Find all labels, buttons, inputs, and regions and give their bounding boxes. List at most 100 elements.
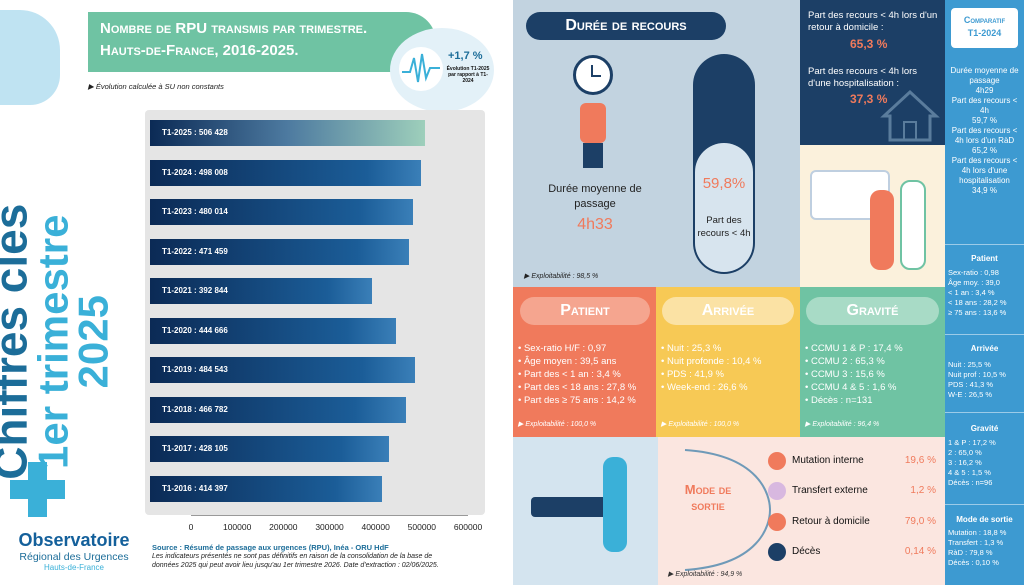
patient-figure-icon xyxy=(870,190,894,270)
evolution-value: +1,7 % xyxy=(448,50,483,62)
chart-banner: Nombre de RPU transmis par trimestre. Ha… xyxy=(88,12,436,72)
head-silhouette-icon xyxy=(0,10,60,105)
bar-label-T1-2023: T1-2023 : 480 014 xyxy=(162,207,228,216)
comparatif-gravite-title: Gravité xyxy=(970,424,999,433)
door-icon xyxy=(768,452,786,470)
comparatif-duree-item: 65,2 % xyxy=(972,146,997,155)
bar-label-T1-2021: T1-2021 : 392 844 xyxy=(162,286,228,295)
comparatif-row: Transfert : 1,3 % xyxy=(948,538,1004,547)
comparatif-arrivee: Nuit : 25,5 % Nuit prof : 10,5 % PDS : 41,… xyxy=(948,360,1022,400)
comparatif-row: 4 & 5 : 1,5 % xyxy=(948,468,991,477)
bar-label-T1-2017: T1-2017 : 428 105 xyxy=(162,444,228,453)
duree-title: Durée de recours xyxy=(526,12,726,40)
nurse-icon xyxy=(603,457,627,552)
sortie-panel xyxy=(658,437,945,585)
list-item: • CCMU 3 : 15,6 % xyxy=(805,369,885,380)
x-tick-600000: 600000 xyxy=(453,522,483,532)
patient-title: Patient xyxy=(520,297,650,325)
comparatif-arrivee-title: Arrivée xyxy=(970,344,999,353)
comparatif-row: Décès : 0,10 % xyxy=(948,558,999,567)
x-tick-500000: 500000 xyxy=(407,522,437,532)
banner-line1: Nombre de RPU transmis par trimestre. xyxy=(100,20,368,37)
list-item: • PDS : 41,9 % xyxy=(661,369,724,380)
sortie-label: Décès xyxy=(792,546,821,557)
list-item: • CCMU 1 & P : 17,4 % xyxy=(805,343,903,354)
pct-gauge xyxy=(693,54,755,274)
comparatif-sortie-title: Mode de sortie xyxy=(956,515,1013,524)
comparatif-sortie: Mutation : 18,8 % Transfert : 1,3 % RàD : … xyxy=(948,528,1022,568)
hospital-bed-illustration xyxy=(513,437,658,585)
pct-value: 59,8% xyxy=(702,175,746,192)
house-icon xyxy=(880,88,940,143)
comparatif-duree-item: 4h29 xyxy=(975,86,994,95)
gravite-expl: ▶ Exploitabilité : 96,4 % xyxy=(805,421,880,428)
list-item: • CCMU 2 : 65,3 % xyxy=(805,356,885,367)
bar-T1-2017 xyxy=(150,436,389,462)
comparatif-duree-item: Part des recours < 4h lors d'un RàD xyxy=(951,126,1018,145)
x-tick-300000: 300000 xyxy=(315,522,344,532)
sortie-title-line2: sortie xyxy=(691,498,725,513)
x-tick-100000: 100000 xyxy=(222,522,252,532)
note-su: ▶ Évolution calculée à SU non constants xyxy=(88,82,224,91)
sortie-arcs xyxy=(684,449,772,571)
comparatif-patient-title: Patient xyxy=(971,254,998,263)
bar-T1-2022 xyxy=(150,238,409,265)
arrivee-expl: ▶ Exploitabilité : 100,0 % xyxy=(661,421,740,428)
bar-label-T1-2022: T1-2022 : 471 459 xyxy=(162,246,228,256)
list-item: • Part des ≥ 75 ans : 14,2 % xyxy=(518,395,636,406)
comparatif-row: W-E : 26,5 % xyxy=(948,390,993,399)
vertical-title-line1: Chiffres clés xyxy=(0,203,37,480)
comparatif-row: ≥ 75 ans : 13,6 % xyxy=(948,308,1007,317)
list-item: • CCMU 4 & 5 : 1,6 % xyxy=(805,382,897,393)
list-item: • Nuit profonde : 10,4 % xyxy=(661,356,762,367)
patient-list: • Sex-ratio H/F : 0,97 • Âge moyen : 39,5… xyxy=(518,342,654,407)
patient-expl-text: Exploitabilité : 100,0 % xyxy=(525,421,597,428)
comparatif-duree-item: Part des recours < 4h lors d'une hospita… xyxy=(951,156,1018,185)
x-tick-200000: 200000 xyxy=(269,522,298,532)
vertical-title: Chiffres clés 1er trimestre 2025 xyxy=(0,177,116,507)
comparatif-row: Mutation : 18,8 % xyxy=(948,528,1007,537)
arrivee-title: Arrivée xyxy=(662,297,794,325)
x-tick-0: 0 xyxy=(188,522,194,532)
list-item: • Week-end : 26,6 % xyxy=(661,382,748,393)
sortie-label: Mutation interne xyxy=(792,455,864,466)
bar-label-T1-2025: T1-2025 : 506 428 xyxy=(162,128,228,137)
list-item: • Décès : n=131 xyxy=(805,395,873,406)
bar-T1-2023 xyxy=(150,199,413,225)
x-tick-400000: 400000 xyxy=(361,522,390,532)
comparatif-sidebar: Comparatif T1-2024 Durée moyenne de pass… xyxy=(945,0,1024,585)
duree-panel xyxy=(513,0,800,287)
gravite-expl-text: Exploitabilité : 96,4 % xyxy=(812,421,880,428)
duree-expl-text: Exploitabilité : 98,5 % xyxy=(531,273,599,280)
cross-icon xyxy=(768,543,786,561)
dom-label: Part des recours < 4h lors d'un retour à… xyxy=(808,10,938,33)
vertical-title-line3: 2025 xyxy=(68,295,116,389)
comparatif-row: Décès : n=96 xyxy=(948,478,993,487)
sortie-value: 19,6 % xyxy=(904,455,936,466)
comparatif-patient: Sex-ratio : 0,98 Âge moy. : 39,0 < 1 an : … xyxy=(948,268,1022,318)
comparatif-row: 2 : 65,0 % xyxy=(948,448,982,457)
bar-T1-2021 xyxy=(150,278,373,304)
list-item: • Part des < 1 an : 3,4 % xyxy=(518,369,621,380)
sortie-title: Mode de sortie xyxy=(672,482,744,514)
bar-T1-2018 xyxy=(150,396,407,423)
note-su-text: Évolution calculée à SU non constants xyxy=(95,82,224,91)
chart-axis-line xyxy=(191,515,468,516)
list-item: • Âge moyen : 39,5 ans xyxy=(518,356,617,367)
clock-figure-icon xyxy=(568,55,618,170)
list-item: • Part des < 18 ans : 27,8 % xyxy=(518,382,637,393)
comparatif-row: RàD : 79,8 % xyxy=(948,548,993,557)
evolution-badge: +1,7 % Évolution T1-2025 par rapport à T… xyxy=(390,28,494,112)
duree-moy-value: 4h33 xyxy=(577,216,613,233)
sortie-value: 0,14 % xyxy=(904,546,936,557)
bar-label-T1-2019: T1-2019 : 484 543 xyxy=(162,365,228,374)
bar-label-T1-2016: T1-2016 : 414 397 xyxy=(162,483,228,493)
dom-value: 65,3 % xyxy=(850,37,888,51)
comparatif-row: < 18 ans : 28,2 % xyxy=(948,298,1007,307)
comparatif-row: Sex-ratio : 0,98 xyxy=(948,268,999,277)
hosp-label: Part des recours < 4h lors d'une hospita… xyxy=(808,66,918,89)
bar-T1-2020 xyxy=(150,317,397,344)
duree-expl: ▶ Exploitabilité : 98,5 % xyxy=(524,273,599,280)
comparatif-header: Comparatif T1-2024 xyxy=(951,8,1018,48)
comparatif-row: PDS : 41,3 % xyxy=(948,380,994,389)
